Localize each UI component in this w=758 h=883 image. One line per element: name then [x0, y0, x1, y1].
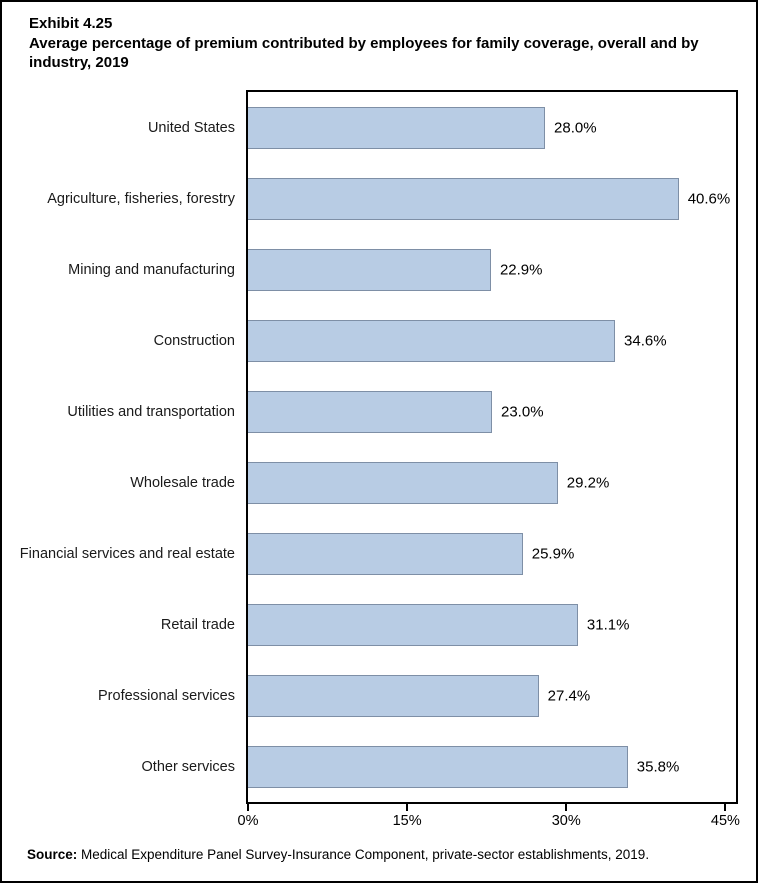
chart-title: Average percentage of premium contribute… [29, 34, 699, 72]
bar-value-label: 22.9% [499, 261, 543, 278]
bar-value-label: 27.4% [547, 687, 591, 704]
bar-value-label: 28.0% [554, 119, 597, 136]
bar-value-label: 40.6% [687, 190, 731, 207]
bar-value-label: 35.8% [636, 758, 680, 775]
category-label: Wholesale trade [130, 474, 235, 491]
bar-value-label: 31.1% [586, 616, 630, 633]
category-label: Financial services and real estate [19, 545, 235, 562]
x-axis-tick-mark [724, 804, 727, 811]
category-label: Construction [153, 332, 235, 349]
chart-title-block: Exhibit 4.25 Average percentage of premi… [29, 14, 741, 73]
source-label: Source: [27, 847, 78, 862]
category-label: Professional services [98, 687, 235, 704]
bar [248, 674, 539, 717]
bar-value-label: 23.0% [501, 403, 544, 420]
x-axis-tick-label: 45% [710, 813, 740, 829]
x-axis-tick-label: 30% [551, 813, 581, 829]
x-axis-tick-mark [406, 804, 409, 811]
source-line: Source: Medical Expenditure Panel Survey… [27, 847, 737, 862]
x-axis-tick-mark [565, 804, 568, 811]
category-label: United States [147, 119, 235, 136]
x-axis-tick-mark [247, 804, 249, 811]
category-label: Mining and manufacturing [68, 261, 235, 278]
x-axis-tick-label: 15% [392, 813, 422, 829]
x-axis-tick-label: 0% [237, 813, 259, 829]
category-label: Utilities and transportation [67, 403, 235, 420]
bar [248, 603, 578, 646]
bar [248, 319, 616, 362]
exhibit-number: Exhibit 4.25 [29, 15, 113, 32]
source-text: Medical Expenditure Panel Survey-Insuran… [77, 847, 650, 862]
bar [248, 390, 492, 433]
bar-value-label: 25.9% [531, 545, 575, 562]
bar [248, 461, 558, 504]
bar [248, 106, 546, 149]
plot-area: 28.0% 40.6% 22.9% 34.6% 23.0% 29.2% 25.9% 31.1%… [246, 90, 738, 804]
bar [248, 745, 628, 788]
category-label: Retail trade [160, 616, 235, 633]
bar-value-label: 29.2% [566, 474, 610, 491]
bar [248, 532, 523, 575]
bar [248, 248, 491, 291]
bar-value-label: 34.6% [624, 332, 667, 349]
bar [248, 177, 679, 220]
category-label: Other services [141, 758, 235, 775]
category-label: Agriculture, fisheries, forestry [47, 190, 235, 207]
